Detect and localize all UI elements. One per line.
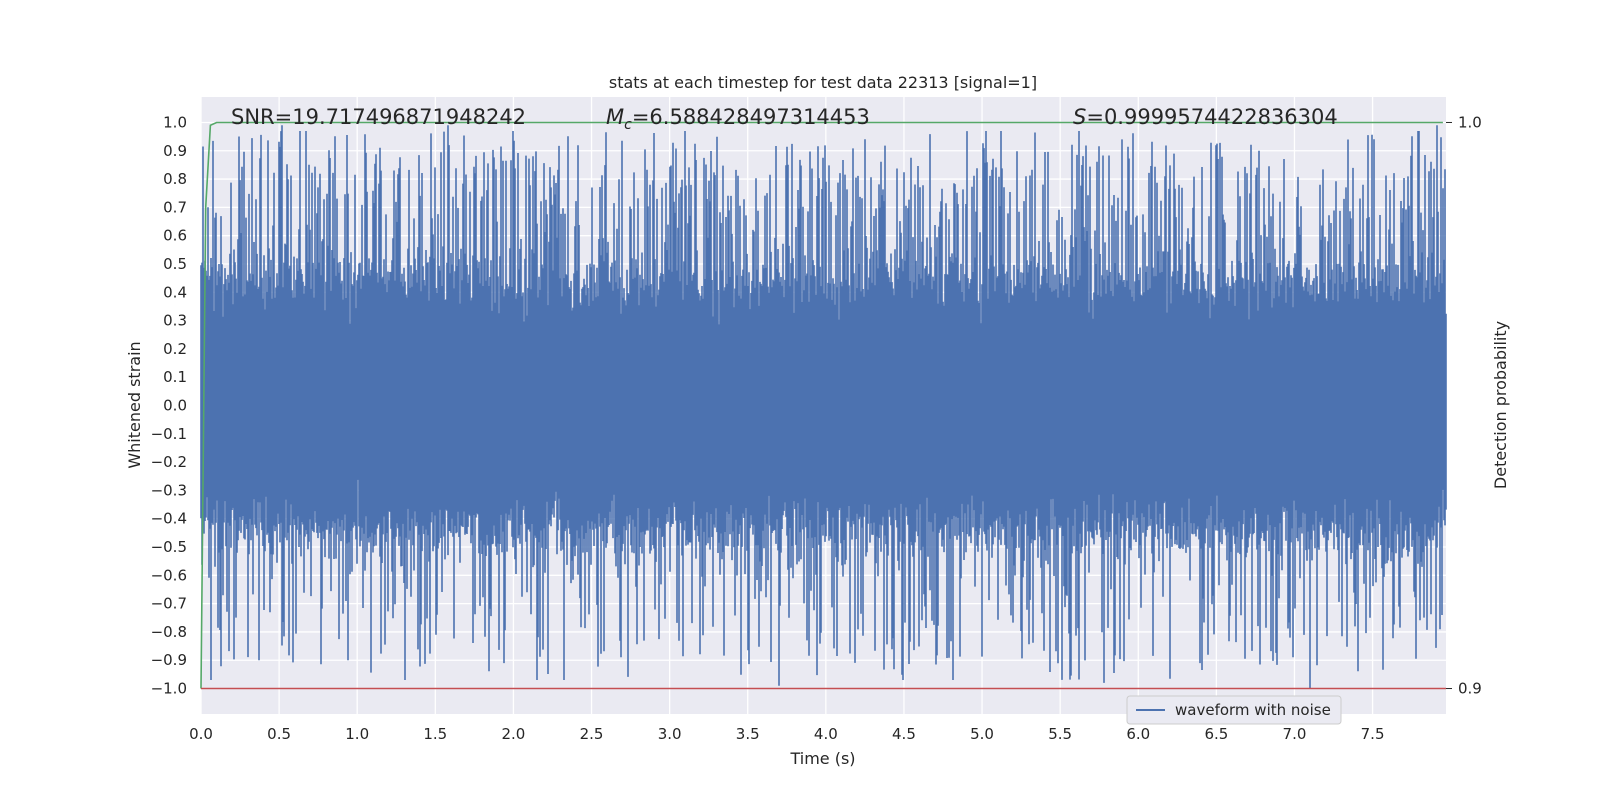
- probability-series: [200, 121, 1446, 690]
- legend-box: [1126, 695, 1342, 725]
- y-tick-label: 0.4: [163, 283, 187, 301]
- x-tick-label: 2.5: [580, 725, 604, 743]
- x-tick-label: 7.0: [1283, 725, 1307, 743]
- y-tick-label: −0.7: [151, 595, 187, 613]
- x-tick-label: 3.0: [658, 725, 682, 743]
- x-tick-label: 1.5: [423, 725, 447, 743]
- x-tick-label: 5.5: [1048, 725, 1072, 743]
- y-tick-label: −0.8: [151, 623, 187, 641]
- s-annotation: S=0.9999574422836304: [1073, 105, 1338, 129]
- chirp-mass-annotation: Mc=6.588428497314453: [606, 105, 870, 133]
- x-tick-label: 6.5: [1204, 725, 1228, 743]
- chart-title: stats at each timestep for test data 223…: [609, 73, 1037, 92]
- y-tick-label: 0.3: [163, 312, 187, 330]
- snr-annotation: SNR=19.717496871948242: [231, 105, 526, 129]
- x-tick-labels: 0.0 0.5 1.0 1.5 2.0 2.5 3.0 3.5 4.0 4.5 5.0 5.5 6.0 6…: [189, 725, 1384, 743]
- y-tick-labels: 1.0 0.9 0.8 0.7 0.6 0.5 0.4 0.3 0.2 0.1 0.0 −0.1 −0.…: [151, 113, 187, 697]
- y-tick-label: 0.7: [163, 198, 187, 216]
- y-tick-label: 0.8: [163, 170, 187, 188]
- x-tick-label: 7.5: [1361, 725, 1385, 743]
- y-tick-label: −0.6: [151, 566, 187, 584]
- y-tick-label: 0.2: [163, 340, 187, 358]
- legend: waveform with noise: [1126, 695, 1342, 725]
- x-axis-label: Time (s): [789, 749, 855, 768]
- y-tick-label: −0.1: [151, 425, 187, 443]
- waveform-line: [200, 125, 1447, 689]
- x-tick-label: 4.0: [814, 725, 838, 743]
- x-tick-label: 1.0: [345, 725, 369, 743]
- x-tick-label: 0.0: [189, 725, 213, 743]
- y-tick-label: −1.0: [151, 680, 187, 698]
- y-tick-label: 0.9: [163, 142, 187, 160]
- y2-tick-labels: 1.0 0.9: [1446, 113, 1482, 698]
- x-tick-label: 2.0: [501, 725, 525, 743]
- y2-tick-label: 0.9: [1458, 680, 1482, 698]
- detection-probability-line: [200, 121, 1443, 689]
- y-tick-label: −0.5: [151, 538, 187, 556]
- y-tick-label: 0.1: [163, 368, 187, 386]
- y-tick-label: 0.0: [163, 397, 187, 415]
- y-tick-label: −0.4: [151, 510, 187, 528]
- y-tick-label: 0.5: [163, 255, 187, 273]
- x-tick-label: 5.0: [970, 725, 994, 743]
- x-tick-label: 6.0: [1126, 725, 1150, 743]
- legend-label-waveform: waveform with noise: [1175, 701, 1331, 719]
- x-tick-label: 0.5: [267, 725, 291, 743]
- y-tick-label: 1.0: [163, 113, 187, 131]
- y2-axis-label: Detection probability: [1491, 321, 1510, 489]
- y2-tick-label: 1.0: [1458, 113, 1482, 131]
- y-tick-label: −0.9: [151, 651, 187, 669]
- waveform-series: [200, 125, 1447, 689]
- y-axis-label: Whitened strain: [125, 341, 144, 468]
- y-tick-label: −0.2: [151, 453, 187, 471]
- y-tick-label: −0.3: [151, 481, 187, 499]
- x-tick-label: 3.5: [736, 725, 760, 743]
- x-tick-label: 4.5: [892, 725, 916, 743]
- y-tick-label: 0.6: [163, 227, 187, 245]
